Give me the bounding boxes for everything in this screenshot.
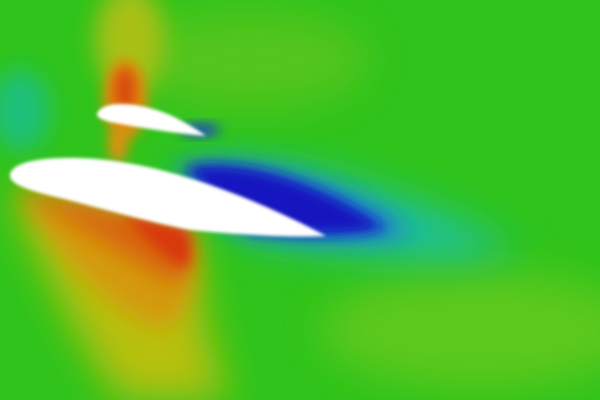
slat [96,104,206,136]
orange-region [108,127,128,163]
cyan-region [0,70,50,150]
red-region [115,68,135,112]
red-region [120,215,191,270]
dark-blue-core [185,165,385,235]
red-orange-region [20,188,190,285]
green-region [130,10,370,110]
main-element [9,157,326,237]
green-region [320,270,600,390]
